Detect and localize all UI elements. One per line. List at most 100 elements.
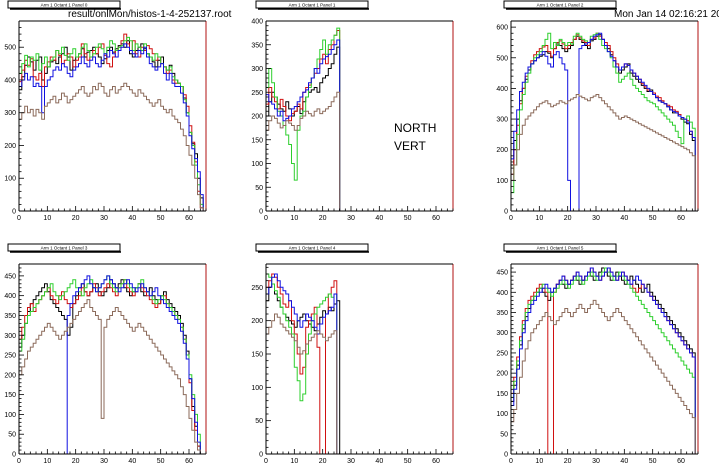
- x-tick-label: 50: [404, 458, 412, 464]
- x-tick-label: 30: [592, 458, 600, 464]
- x-tick-label: 50: [649, 458, 657, 464]
- annotation-vert: VERT: [394, 139, 426, 153]
- x-tick-label: 40: [128, 458, 136, 464]
- x-tick-label: 40: [620, 458, 628, 464]
- x-tick-label: 20: [319, 458, 327, 464]
- x-tick-label: 40: [375, 458, 383, 464]
- panel-title: Arm 1 Octant 1 Panel 1: [289, 3, 336, 8]
- y-tick-label: 50: [500, 431, 508, 438]
- x-tick-label: 20: [72, 458, 80, 464]
- x-tick-label: 10: [535, 458, 543, 464]
- y-tick-label: 350: [496, 310, 508, 317]
- series-black: [18, 279, 206, 455]
- x-tick-label: 0: [264, 215, 268, 222]
- y-tick-label: 200: [4, 143, 16, 150]
- series-black: [510, 34, 698, 212]
- timestamp-label: Mon Jan 14 02:16:21 2008: [614, 9, 719, 20]
- x-tick-label: 10: [290, 458, 298, 464]
- y-tick-label: 600: [496, 25, 508, 32]
- series-brown: [18, 299, 206, 455]
- series-blue: [265, 273, 340, 455]
- x-tick-label: 50: [404, 215, 412, 222]
- series-brown: [510, 94, 698, 212]
- panel-5: Arm 1 Octant 1 Panel 5 0 10 20 30 40 50 60 0 50 10…: [496, 243, 699, 464]
- y-tick-label: 500: [496, 55, 508, 62]
- y-tick-label: 250: [251, 285, 263, 292]
- y-tick-label: 100: [251, 161, 263, 168]
- series-brown: [510, 299, 698, 455]
- x-tick-label: 0: [509, 458, 513, 464]
- x-tick-label: 20: [72, 215, 80, 222]
- x-tick-label: 0: [509, 215, 513, 222]
- series-blue: [19, 275, 206, 455]
- panel-title-tab: [7, 243, 121, 252]
- x-tick-label: 40: [128, 215, 136, 222]
- x-tick-label: 30: [100, 458, 108, 464]
- y-tick-label: 50: [255, 418, 263, 425]
- y-tick-label: 150: [251, 137, 263, 144]
- y-tick-label: 50: [255, 185, 263, 192]
- x-tick-label: 40: [375, 215, 383, 222]
- series-blue: [510, 32, 698, 212]
- panel-title-tab: [255, 0, 369, 9]
- y-tick-label: 300: [4, 110, 16, 117]
- y-tick-label: 100: [496, 411, 508, 418]
- series-black: [265, 46, 343, 212]
- y-tick-label: 50: [8, 432, 16, 439]
- panel-3: Arm 1 Octant 1 Panel 3 0 10 20 30 40 50 60 0 50 10…: [4, 243, 207, 464]
- panel-title-tab: [7, 0, 121, 9]
- panel-title: Arm 1 Octant 1 Panel 3: [41, 246, 88, 251]
- y-tick-label: 200: [4, 372, 16, 379]
- x-tick-label: 20: [319, 215, 327, 222]
- series-green: [18, 275, 206, 455]
- panel-title: Arm 1 Octant 1 Panel 0: [41, 3, 88, 8]
- x-tick-label: 30: [100, 215, 108, 222]
- series-brown: [18, 82, 206, 212]
- x-tick-label: 0: [17, 458, 21, 464]
- y-tick-label: 400: [4, 293, 16, 300]
- y-tick-label: 100: [4, 176, 16, 183]
- series-blue: [18, 43, 206, 212]
- y-tick-label: 250: [251, 90, 263, 97]
- y-tick-label: 400: [251, 19, 263, 26]
- panel-1: Arm 1 Octant 1 Panel 1 0 10 20 30 40 50 60 0 50 10…: [251, 0, 454, 222]
- y-tick-label: 500: [4, 45, 16, 52]
- y-tick-label: 200: [496, 147, 508, 154]
- panel-0: Arm 1 Octant 1 Panel 0 0 10 20 30 40 50 60 0 100 2…: [4, 0, 207, 222]
- series-blue: [265, 39, 343, 212]
- x-tick-label: 60: [185, 215, 193, 222]
- y-tick-label: 100: [251, 385, 263, 392]
- x-tick-label: 0: [264, 458, 268, 464]
- x-tick-label: 20: [564, 215, 572, 222]
- series-brown: [265, 313, 340, 455]
- y-tick-label: 200: [251, 114, 263, 121]
- y-tick-label: 0: [504, 209, 508, 216]
- y-tick-label: 350: [251, 42, 263, 49]
- series-green: [265, 273, 340, 455]
- x-tick-label: 50: [157, 215, 165, 222]
- panel-2: Arm 1 Octant 1 Panel 20 10 20 30 40 50 6001002…: [496, 0, 699, 222]
- x-tick-label: 20: [564, 458, 572, 464]
- y-tick-label: 350: [4, 313, 16, 320]
- series-green: [510, 32, 698, 212]
- x-tick-label: 50: [649, 215, 657, 222]
- y-tick-label: 300: [496, 117, 508, 124]
- x-tick-label: 60: [677, 215, 685, 222]
- y-tick-label: 400: [496, 86, 508, 93]
- y-tick-label: 300: [496, 330, 508, 337]
- y-tick-label: 200: [251, 318, 263, 325]
- y-tick-label: 0: [12, 209, 16, 216]
- y-tick-label: 0: [504, 452, 508, 459]
- annotation-north: NORTH: [394, 121, 437, 135]
- y-tick-label: 100: [496, 178, 508, 185]
- x-tick-label: 40: [620, 215, 628, 222]
- x-tick-label: 10: [43, 458, 51, 464]
- x-tick-label: 30: [347, 458, 355, 464]
- y-tick-label: 400: [496, 290, 508, 297]
- x-tick-label: 60: [677, 458, 685, 464]
- y-tick-label: 450: [496, 270, 508, 277]
- series-blue: [510, 267, 698, 455]
- y-tick-label: 200: [496, 371, 508, 378]
- panel-title-tab: [255, 243, 369, 252]
